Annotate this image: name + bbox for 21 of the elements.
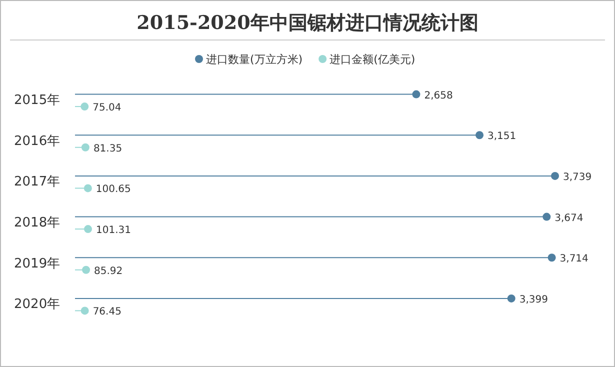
y-tick-label: 2019年 [14,256,60,272]
legend-label: 进口数量(万立方米) [206,53,303,66]
legend-label: 进口金额(亿美元) [330,53,416,66]
y-tick-label: 2016年 [14,134,60,149]
data-label: 101.31 [96,225,132,236]
data-label: 75.04 [92,102,122,114]
data-label: 3,151 [488,131,516,142]
data-label: 3,674 [554,212,584,224]
data-label: 85.92 [94,266,123,277]
data-label: 100.65 [96,184,131,196]
data-label: 3,399 [519,294,548,306]
y-tick-label: 2017年 [14,174,60,190]
data-label: 2,658 [424,90,453,102]
y-tick-label: 2020年 [14,297,60,312]
data-label: 3,739 [563,172,592,183]
y-tick-label: 2018年 [14,215,60,230]
data-label: 81.35 [93,143,122,154]
data-label: 76.45 [92,306,122,318]
data-label: 3,714 [560,254,588,265]
y-tick-label: 2015年 [14,92,60,108]
chart-title: 2015-2020年中国锯材进口情况统计图 [136,12,478,34]
